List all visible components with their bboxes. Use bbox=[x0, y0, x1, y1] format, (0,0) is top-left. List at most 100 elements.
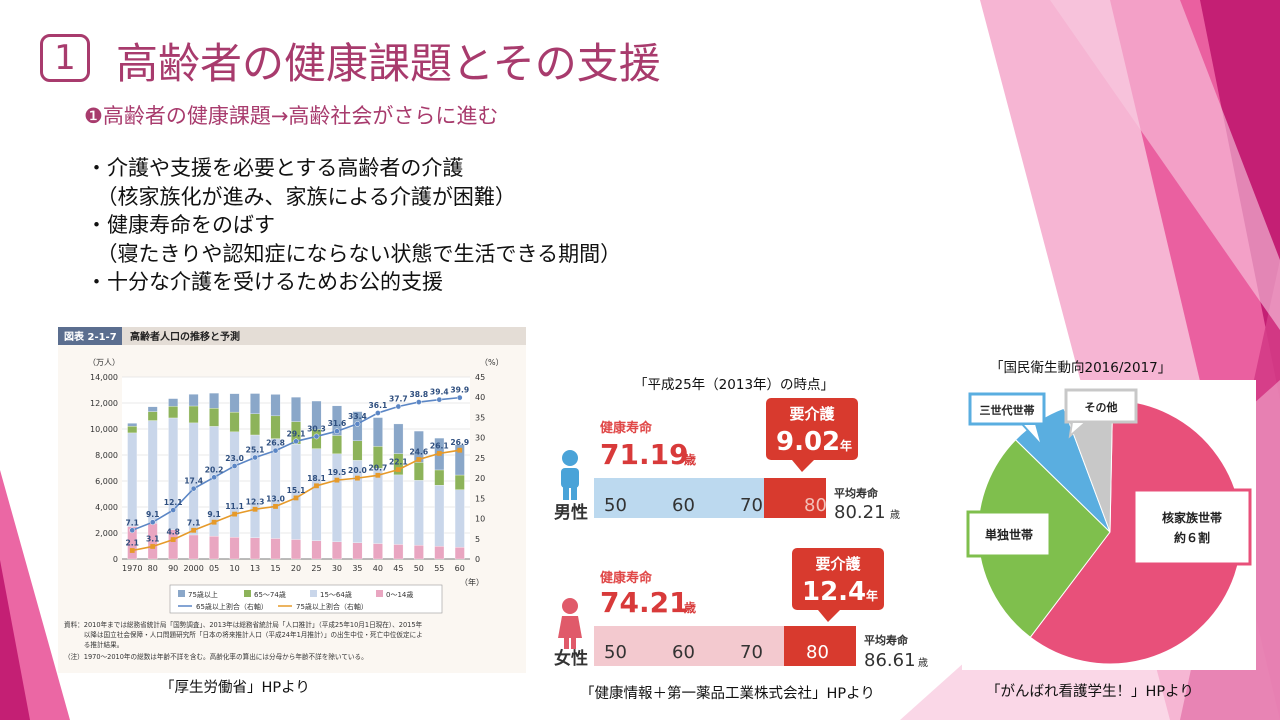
stacked-bar-segment bbox=[229, 431, 240, 538]
data-label: 20.0 bbox=[348, 466, 367, 475]
male-healthy-bar bbox=[594, 478, 764, 518]
data-label: 39.4 bbox=[430, 388, 449, 397]
life-expectancy-chart: 男性 健康寿命 71.19 歳 50 60 70 80 要介護 9.02 年 平… bbox=[554, 398, 928, 671]
data-label: 15.1 bbox=[287, 486, 306, 495]
stacked-bar-segment bbox=[270, 415, 281, 439]
ratio-point bbox=[231, 463, 238, 469]
male-avg-value: 80.21 bbox=[834, 502, 886, 523]
ratio-point bbox=[355, 475, 360, 481]
male-care-label: 要介護 bbox=[789, 405, 835, 423]
male-care-callout bbox=[766, 398, 858, 460]
x-tick-label: 90 bbox=[168, 564, 178, 573]
data-label: 30.3 bbox=[307, 424, 326, 433]
left-tick-label: 6,000 bbox=[95, 477, 118, 486]
ratio-point bbox=[232, 511, 237, 517]
stacked-bar-segment bbox=[229, 411, 240, 433]
ratio-point bbox=[272, 447, 279, 454]
male-healthy-unit: 歳 bbox=[684, 452, 696, 467]
bullet-item: ・十分な介護を受けるためお公的支援 bbox=[86, 270, 443, 294]
stacked-bar-segment bbox=[373, 417, 383, 447]
stacked-bar-segment bbox=[332, 541, 342, 560]
stacked-bar-segment bbox=[168, 417, 179, 530]
right-tick-label: 20 bbox=[475, 474, 485, 483]
x-tick-label: 60 bbox=[455, 564, 465, 573]
female-care-unit: 年 bbox=[866, 588, 878, 603]
stacked-bar-segment bbox=[147, 420, 158, 524]
female-care-label: 要介護 bbox=[815, 555, 861, 573]
pie-chart-panel: 三世代世帯 その他 単独世帯 核家族世帯 約６割 bbox=[962, 380, 1256, 670]
ratio-point bbox=[190, 485, 197, 492]
data-label: 20.7 bbox=[369, 463, 388, 472]
stacked-bar-segment bbox=[454, 489, 465, 548]
legend-label: 65歳以上割合（右軸） bbox=[196, 602, 268, 611]
female-healthy-value: 74.21 bbox=[600, 586, 689, 619]
data-label: 3.1 bbox=[146, 534, 159, 543]
data-label: 12.1 bbox=[164, 498, 183, 507]
data-label: 31.6 bbox=[328, 419, 347, 428]
x-tick-label: 13 bbox=[250, 564, 260, 573]
stacked-bar-segment bbox=[352, 440, 363, 461]
female-healthy-label: 健康寿命 bbox=[600, 570, 653, 586]
stacked-bar-segment bbox=[209, 535, 219, 560]
ratio-point bbox=[211, 474, 217, 481]
stacked-bar-segment bbox=[373, 468, 383, 544]
x-tick-label: 30 bbox=[332, 564, 342, 573]
stacked-bar-segment bbox=[188, 394, 199, 407]
left-tick-label: 10,000 bbox=[90, 425, 118, 434]
right-tick-label: 40 bbox=[475, 393, 485, 402]
x-tick-label: 80 bbox=[148, 564, 158, 573]
ratio-point bbox=[436, 396, 443, 403]
slide-number: 1 bbox=[54, 38, 76, 78]
stacked-bar-segment bbox=[127, 425, 138, 434]
stacked-bar-segment bbox=[270, 394, 281, 417]
right-tick-label: 30 bbox=[475, 434, 485, 443]
stacked-bar-segment bbox=[393, 474, 404, 545]
male-icon bbox=[561, 450, 579, 500]
chart-note: る推計結果。 bbox=[64, 640, 123, 649]
data-label: 2.1 bbox=[126, 539, 139, 548]
stacked-bar-segment bbox=[454, 444, 465, 476]
stacked-bar-segment bbox=[332, 435, 342, 454]
population-chart: 図表 2-1-7 高齢者人口の推移と予測 （万人） （%） （年） 0 2,000… bbox=[58, 327, 526, 661]
stacked-bar-segment bbox=[209, 426, 219, 537]
female-tick: 70 bbox=[740, 642, 763, 663]
pie-chart-heading: 「国民衛生動向2016/2017」 bbox=[990, 360, 1172, 376]
female-avg-label: 平均寿命 bbox=[864, 633, 909, 647]
ratio-point bbox=[334, 428, 340, 435]
ratio-point bbox=[273, 504, 278, 509]
pie-chart-source: 「がんばれ看護学生！」HPより bbox=[986, 684, 1194, 700]
male-label: 男性 bbox=[554, 502, 588, 523]
male-care-bar bbox=[764, 478, 826, 518]
stacked-bar-segment bbox=[250, 537, 260, 560]
stacked-bar-segment bbox=[250, 393, 260, 414]
legend-label: 0～14歳 bbox=[386, 590, 413, 599]
x-tick-label: 05 bbox=[209, 564, 219, 573]
ratio-point bbox=[313, 433, 320, 440]
data-label: 18.1 bbox=[307, 474, 326, 483]
data-label: 19.5 bbox=[328, 468, 347, 477]
legend-label: 75歳以上割合（右軸） bbox=[296, 602, 368, 611]
x-tick-label: 1970 bbox=[122, 564, 142, 573]
household-pie-chart: 三世代世帯 その他 単独世帯 核家族世帯 約６割 bbox=[966, 388, 1252, 665]
stacked-bar-segment bbox=[332, 405, 342, 436]
right-tick-label: 15 bbox=[475, 494, 485, 503]
legend-swatch bbox=[178, 590, 185, 597]
stacked-bar-segment bbox=[270, 538, 281, 560]
data-label: 25.1 bbox=[246, 445, 265, 454]
stacked-bar-segment bbox=[311, 540, 322, 560]
male-care-unit: 年 bbox=[840, 438, 852, 453]
population-chart-panel: 図表 2-1-7 高齢者人口の推移と予測 （万人） （%） （年） 0 2,000… bbox=[58, 327, 526, 673]
stacked-bar-segment bbox=[311, 400, 322, 430]
stacked-bar-segment bbox=[168, 398, 179, 407]
stacked-bar-segment bbox=[147, 411, 158, 421]
ratio-point bbox=[354, 421, 361, 427]
ratio-point bbox=[456, 394, 463, 401]
stacked-bar-segment bbox=[434, 469, 445, 486]
left-tick-label: 4,000 bbox=[95, 503, 118, 512]
male-healthy-label: 健康寿命 bbox=[600, 420, 653, 436]
data-label: 39.9 bbox=[450, 386, 469, 395]
female-care-bar bbox=[784, 626, 856, 666]
data-label: 17.4 bbox=[184, 477, 203, 486]
ratio-point bbox=[457, 447, 463, 453]
right-tick-label: 5 bbox=[475, 535, 480, 544]
